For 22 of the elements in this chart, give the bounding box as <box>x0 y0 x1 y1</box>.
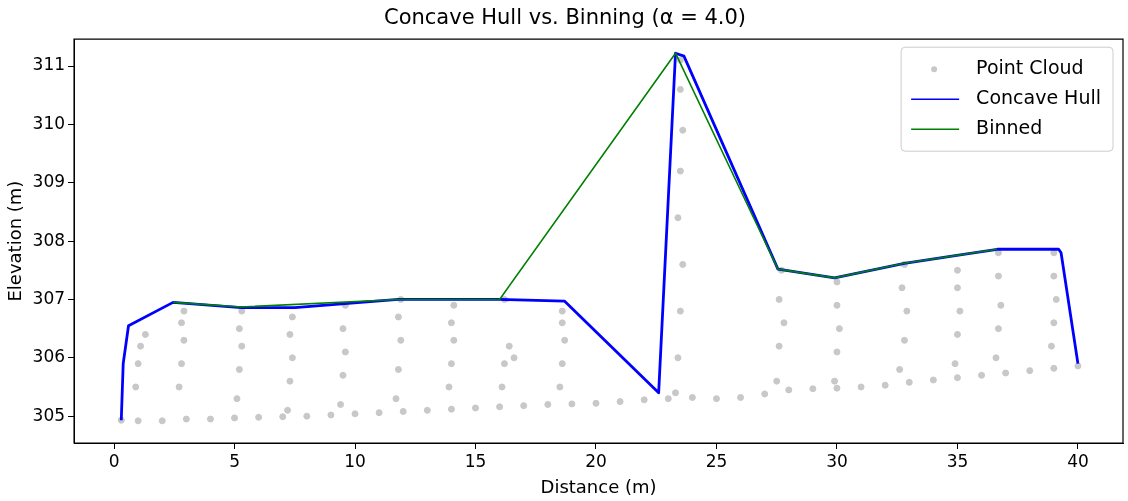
y-tick-label: 310 <box>32 112 66 133</box>
y-tick-label: 309 <box>32 171 66 192</box>
x-tick-label: 20 <box>585 450 607 471</box>
legend-label: Binned <box>976 116 1043 139</box>
x-tick-label: 30 <box>826 450 848 471</box>
y-tick-label: 307 <box>32 287 66 308</box>
x-tick-label: 25 <box>705 450 728 471</box>
x-tick-label: 15 <box>464 450 487 471</box>
x-tick-label: 5 <box>229 450 240 471</box>
legend-label: Point Cloud <box>976 56 1084 79</box>
x-tick-label: 35 <box>946 450 969 471</box>
x-axis-title: Distance (m) <box>540 475 657 497</box>
chart-title: Concave Hull vs. Binning (α = 4.0) <box>383 5 747 30</box>
x-tick-label: 40 <box>1067 450 1089 471</box>
y-tick-label: 306 <box>32 346 66 367</box>
x-tick-label: 10 <box>344 450 366 471</box>
y-tick-label: 305 <box>32 404 66 425</box>
y-tick-label: 308 <box>32 229 66 250</box>
y-tick-label: 311 <box>32 54 66 75</box>
y-axis-title: Elevation (m) <box>4 180 26 302</box>
x-tick-label: 0 <box>108 450 120 471</box>
legend-label: Concave Hull <box>976 86 1102 109</box>
